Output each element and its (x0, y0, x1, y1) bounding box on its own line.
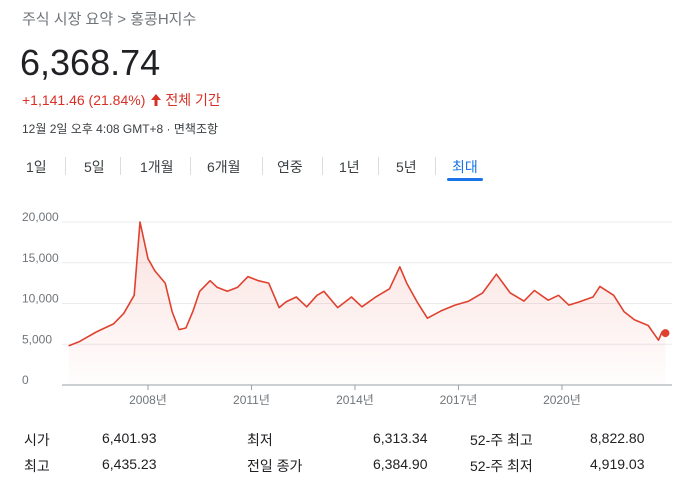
y-tick-label: 10,000 (22, 292, 59, 306)
x-tick-label: 2014년 (336, 393, 374, 407)
tab-separator (190, 157, 191, 175)
tab-underline (447, 178, 483, 181)
stat-label: 최고 (24, 458, 50, 474)
breadcrumb[interactable]: 주식 시장 요약 > 홍콩H지수 (22, 11, 197, 28)
change-row: +1,141.46 (21.84%) 전체 기간 (22, 90, 221, 110)
tab[interactable]: 6개월 (207, 159, 241, 175)
end-dot (661, 329, 670, 338)
y-tick-label: 15,000 (22, 251, 59, 265)
tab[interactable]: 5년 (396, 159, 417, 175)
stat-value: 8,822.80 (590, 430, 645, 446)
x-tick-label: 2011년 (233, 393, 270, 407)
stat-value: 6,401.93 (102, 430, 157, 446)
stat-value: 6,435.23 (102, 456, 157, 472)
stat-label: 전일 종가 (247, 458, 303, 474)
tab[interactable]: 1년 (339, 159, 360, 175)
x-tick-label: 2020년 (543, 393, 581, 407)
tab[interactable]: 1일 (26, 159, 47, 175)
tab-separator (120, 157, 121, 175)
up-arrow (151, 94, 162, 106)
y-tick-label: 5,000 (22, 332, 52, 346)
stat-label: 최저 (247, 432, 273, 448)
tab-separator (322, 157, 323, 175)
tab[interactable]: 연중 (277, 159, 303, 175)
chart: 0 5,000 10,000 15,000 20,000 2008년 2011년 2014년 2… (22, 210, 672, 407)
period: 전체 기간 (165, 92, 221, 108)
tab[interactable]: 최대 (452, 159, 478, 175)
stat-value: 4,919.03 (590, 456, 645, 472)
line (68, 221, 666, 347)
x-tick-label: 2008년 (129, 393, 167, 407)
tab-separator (65, 157, 66, 175)
tab-separator (262, 157, 263, 175)
y-tick-label: 20,000 (22, 210, 59, 224)
stat-value: 6,313.34 (373, 430, 428, 446)
tab[interactable]: 1개월 (140, 159, 174, 175)
stat-value: 6,384.90 (373, 456, 428, 472)
change: +1,141.46 (21.84%) (22, 92, 146, 108)
stat-label: 시가 (24, 432, 50, 448)
tab-separator (378, 157, 379, 175)
stat-label: 52-주 최저 (470, 458, 533, 474)
y-tick-label: 0 (22, 373, 29, 387)
price: 6,368.74 (20, 42, 161, 83)
tab[interactable]: 5일 (84, 159, 105, 175)
timestamp: 12월 2일 오후 4:08 GMT+8 · 면책조항 (22, 122, 219, 136)
tab-separator (435, 157, 436, 175)
x-tick-label: 2017년 (440, 393, 478, 407)
stat-label: 52-주 최고 (470, 432, 533, 448)
